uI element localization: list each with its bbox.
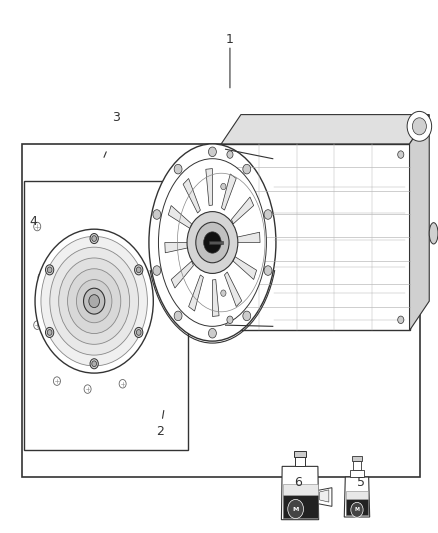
Text: M: M <box>293 506 299 512</box>
Polygon shape <box>221 115 429 144</box>
Circle shape <box>53 377 60 385</box>
Circle shape <box>46 327 54 337</box>
Polygon shape <box>410 115 429 330</box>
Polygon shape <box>165 243 189 253</box>
Polygon shape <box>344 477 370 517</box>
Polygon shape <box>320 490 329 502</box>
Circle shape <box>398 316 404 324</box>
Bar <box>209 241 223 244</box>
Circle shape <box>41 237 147 366</box>
Text: 1: 1 <box>226 34 234 46</box>
Text: 2: 2 <box>156 425 164 438</box>
Text: 3: 3 <box>112 111 120 124</box>
Polygon shape <box>231 197 254 224</box>
Circle shape <box>227 316 233 324</box>
Circle shape <box>243 311 251 321</box>
Bar <box>346 491 368 499</box>
Bar <box>353 461 361 470</box>
Circle shape <box>227 151 233 158</box>
Circle shape <box>174 311 182 321</box>
Circle shape <box>92 236 96 241</box>
Circle shape <box>34 321 41 329</box>
Circle shape <box>119 379 126 388</box>
Circle shape <box>398 151 404 158</box>
Polygon shape <box>171 261 194 288</box>
Polygon shape <box>281 466 319 520</box>
Polygon shape <box>222 174 236 210</box>
Circle shape <box>84 385 91 393</box>
Circle shape <box>67 269 121 334</box>
Circle shape <box>243 164 251 174</box>
Polygon shape <box>318 488 332 506</box>
Circle shape <box>38 273 45 281</box>
Circle shape <box>59 258 130 344</box>
Bar <box>22 144 420 477</box>
Bar <box>221 144 410 330</box>
Text: 5: 5 <box>357 476 365 489</box>
Polygon shape <box>224 272 242 306</box>
Circle shape <box>264 266 272 276</box>
Circle shape <box>187 212 238 273</box>
Circle shape <box>412 118 426 135</box>
Bar <box>352 456 362 461</box>
Ellipse shape <box>429 223 438 244</box>
Circle shape <box>92 361 96 367</box>
Text: 6: 6 <box>294 476 302 489</box>
Circle shape <box>136 267 141 273</box>
Bar <box>283 484 318 495</box>
Bar <box>294 451 306 457</box>
Circle shape <box>34 222 41 231</box>
Circle shape <box>221 237 226 243</box>
Circle shape <box>288 499 304 519</box>
Circle shape <box>90 359 98 369</box>
Circle shape <box>46 265 54 275</box>
Circle shape <box>153 209 161 219</box>
Polygon shape <box>168 206 191 229</box>
Circle shape <box>196 222 229 263</box>
Bar <box>24 181 188 450</box>
Polygon shape <box>206 168 212 206</box>
Circle shape <box>221 290 226 296</box>
Circle shape <box>90 233 98 244</box>
Circle shape <box>35 229 153 373</box>
Bar <box>350 470 364 477</box>
Circle shape <box>208 328 216 338</box>
Text: 4: 4 <box>29 215 37 228</box>
Circle shape <box>136 329 141 335</box>
Bar <box>283 495 318 518</box>
Ellipse shape <box>149 144 276 341</box>
Circle shape <box>153 266 161 276</box>
Circle shape <box>76 279 112 323</box>
Circle shape <box>134 265 143 275</box>
Polygon shape <box>183 179 201 213</box>
Circle shape <box>208 147 216 157</box>
Bar <box>295 457 305 466</box>
Polygon shape <box>236 232 260 243</box>
Circle shape <box>47 329 52 335</box>
Circle shape <box>221 183 226 190</box>
Circle shape <box>84 288 105 314</box>
Circle shape <box>264 209 272 219</box>
Circle shape <box>407 111 431 141</box>
Circle shape <box>204 232 221 253</box>
Circle shape <box>134 327 143 337</box>
Text: M: M <box>354 507 360 512</box>
Circle shape <box>351 502 363 517</box>
Polygon shape <box>233 256 257 279</box>
Ellipse shape <box>159 159 266 326</box>
Circle shape <box>50 247 138 355</box>
Circle shape <box>174 164 182 174</box>
Circle shape <box>89 295 99 308</box>
Bar <box>346 499 368 515</box>
Circle shape <box>47 267 52 273</box>
Polygon shape <box>212 279 219 317</box>
Polygon shape <box>189 275 203 311</box>
